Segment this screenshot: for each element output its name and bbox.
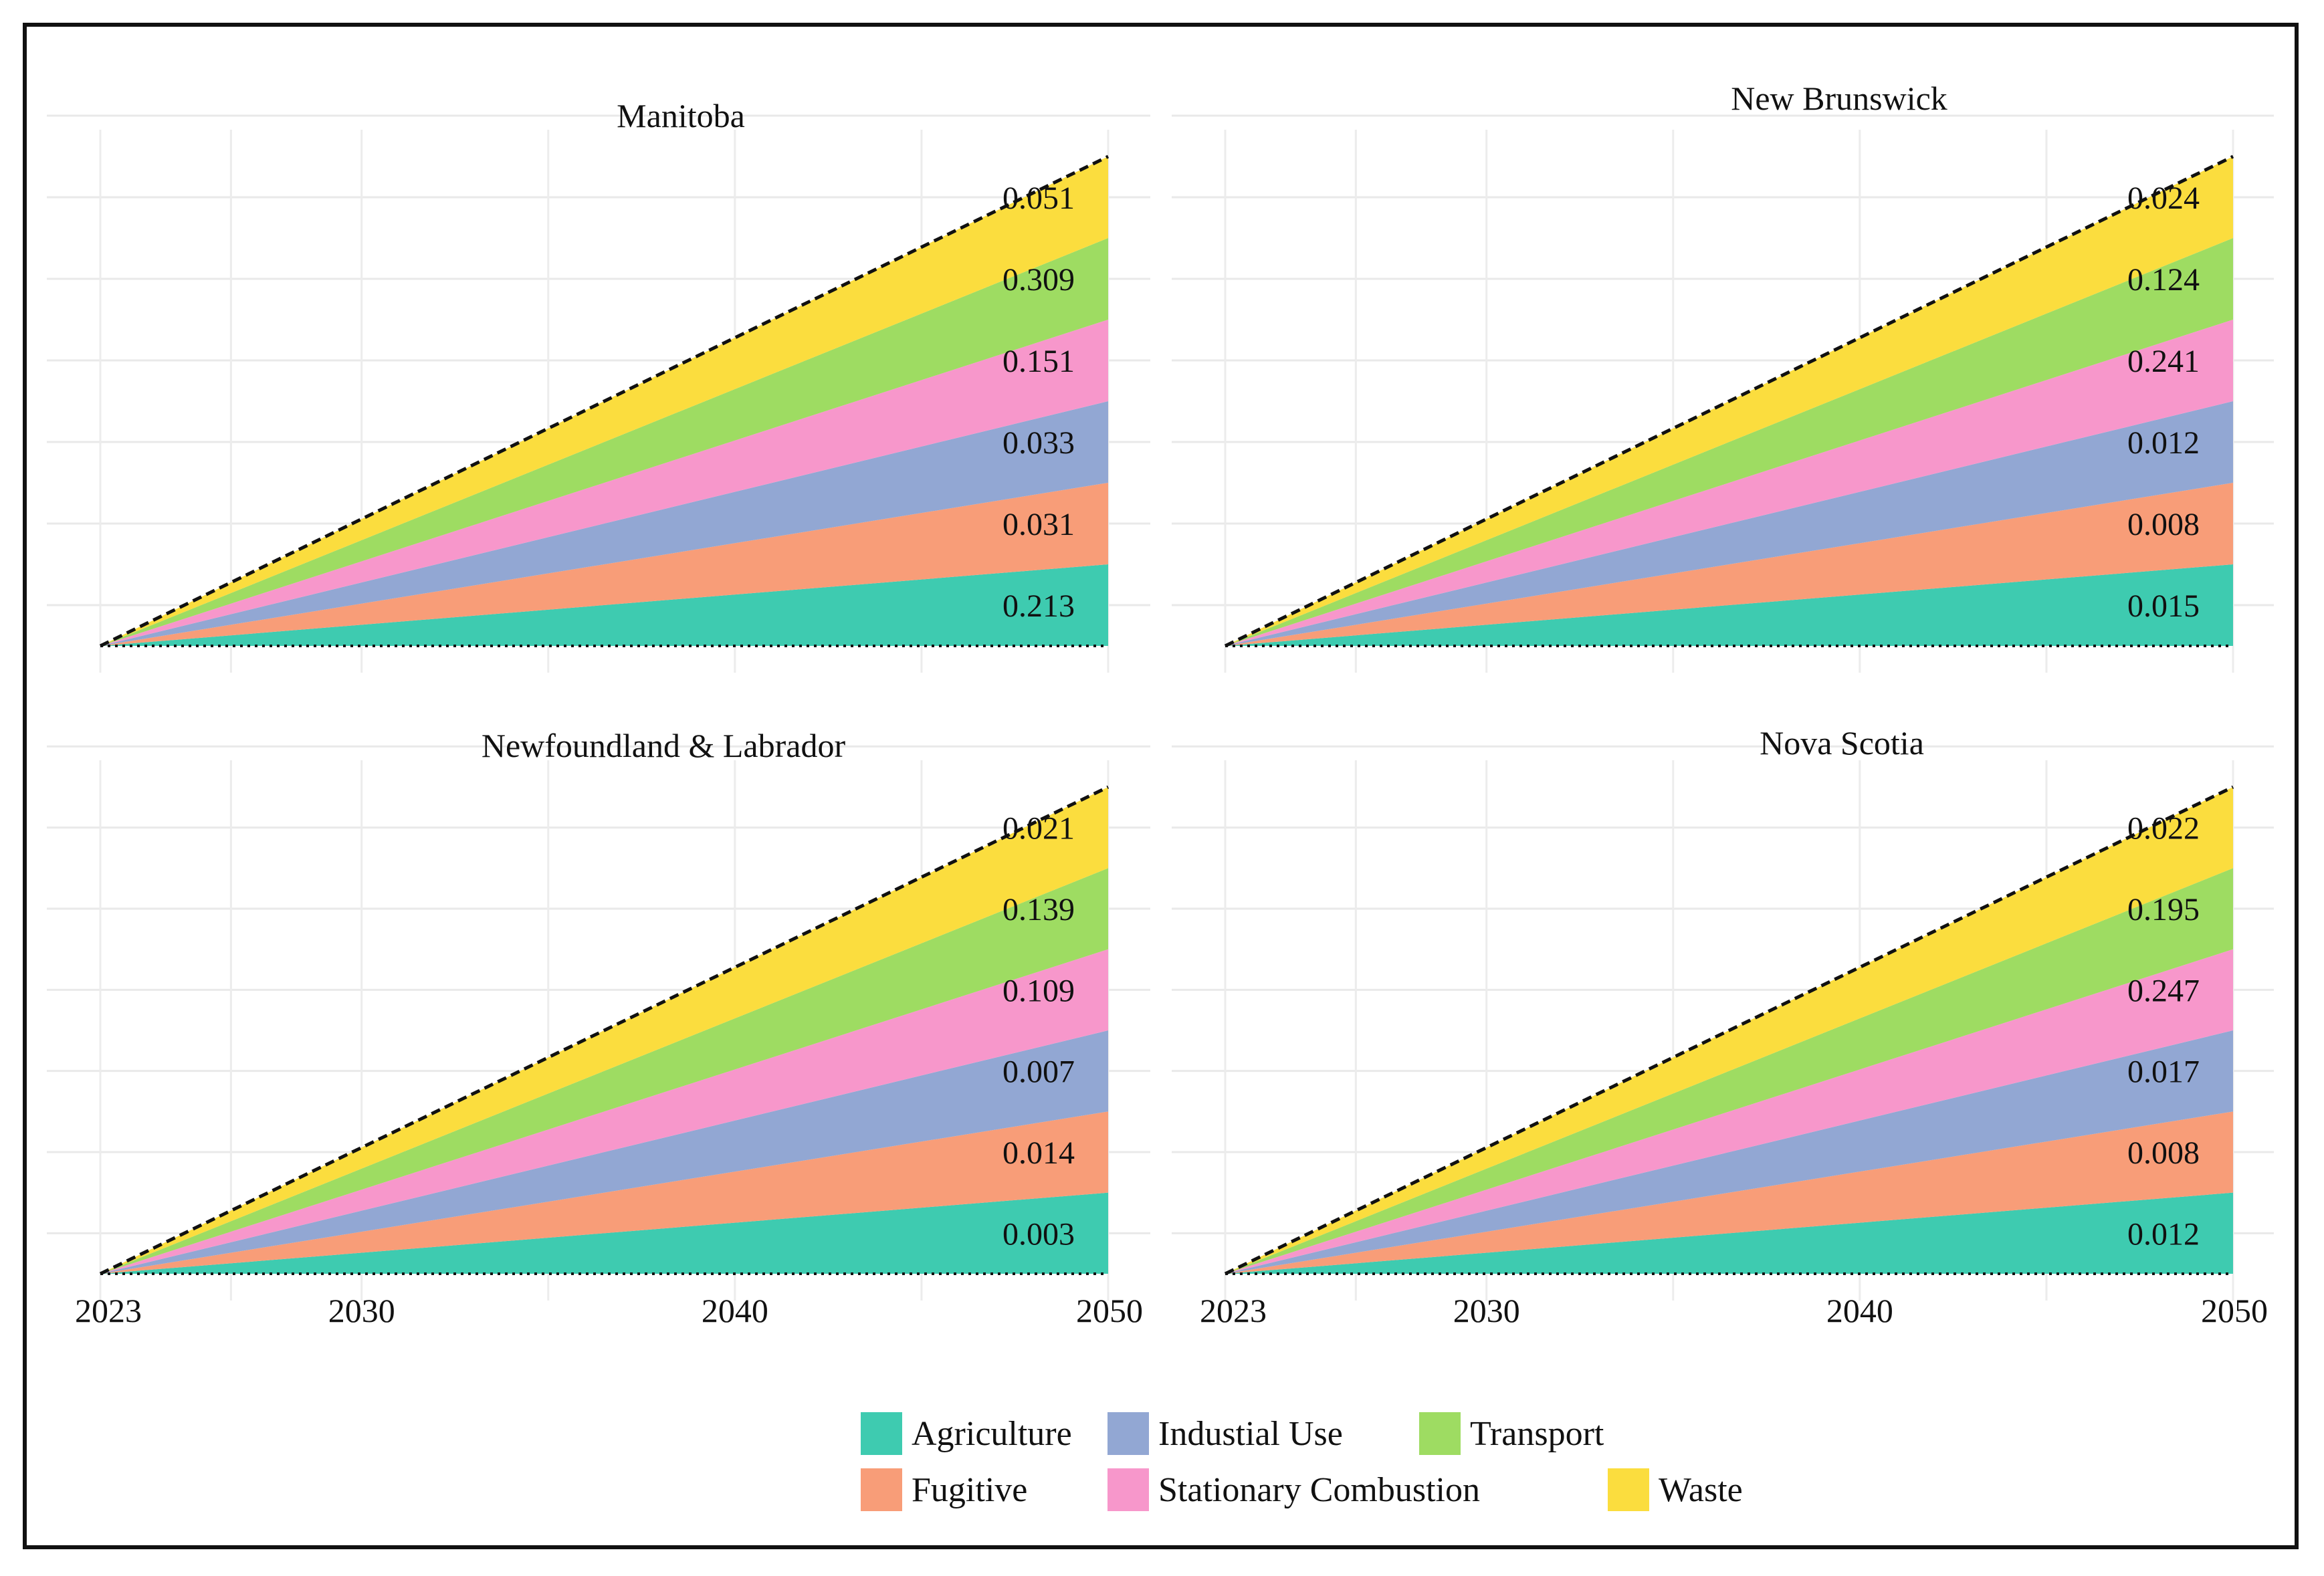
newfoundland-labrador-value-label-industial-use: 0.007 [1002, 1054, 1075, 1090]
new-brunswick-value-label-industial-use: 0.012 [2127, 425, 2200, 461]
legend-swatch-agriculture [861, 1412, 902, 1455]
nova-scotia-value-label-stationary-combustion: 0.247 [2127, 973, 2200, 1008]
legend-label-stationary-combustion: Stationary Combustion [1158, 1471, 1480, 1509]
new-brunswick-value-label-agriculture: 0.015 [2127, 588, 2200, 624]
nova-scotia-x-tick-2040: 2040 [1826, 1292, 1893, 1329]
newfoundland-labrador-value-label-waste: 0.021 [1002, 811, 1075, 847]
manitoba-value-label-agriculture: 0.213 [1002, 588, 1075, 624]
new-brunswick-value-label-waste: 0.024 [2127, 181, 2200, 216]
manitoba-value-label-waste: 0.051 [1002, 181, 1075, 216]
nova-scotia-total-line [1224, 785, 2234, 1276]
nova-scotia-x-tick-2023: 2023 [1200, 1292, 1267, 1329]
legend-swatch-transport [1419, 1412, 1461, 1455]
newfoundland-labrador-x-tick-2030: 2030 [328, 1292, 395, 1329]
legend-label-agriculture: Agriculture [912, 1415, 1072, 1453]
newfoundland-labrador-area-stationary-combustion [100, 949, 1108, 1274]
new-brunswick-value-label-stationary-combustion: 0.241 [2127, 344, 2200, 379]
newfoundland-labrador-area-agriculture [100, 1192, 1108, 1274]
newfoundland-labrador-value-label-agriculture: 0.003 [1002, 1216, 1075, 1252]
new-brunswick-total-line [1224, 154, 2234, 648]
nova-scotia-area-transport [1225, 868, 2233, 1274]
newfoundland-labrador-total-line [99, 785, 1110, 1276]
new-brunswick-value-label-fugitive: 0.008 [2127, 507, 2200, 542]
manitoba-value-label-stationary-combustion: 0.151 [1002, 344, 1075, 379]
legend-swatch-fugitive [861, 1468, 902, 1511]
legend-label-fugitive: Fugitive [912, 1471, 1027, 1509]
newfoundland-labrador-x-tick-2050: 2050 [1076, 1292, 1143, 1329]
legend-label-industial-use: Industial Use [1158, 1415, 1343, 1453]
nova-scotia-value-label-transport: 0.195 [2127, 892, 2200, 927]
manitoba-value-label-industial-use: 0.033 [1002, 425, 1075, 461]
newfoundland-labrador-value-label-transport: 0.139 [1002, 892, 1075, 927]
manitoba-title: Manitoba [617, 97, 745, 134]
newfoundland-labrador-title: Newfoundland & Labrador [482, 727, 846, 764]
nova-scotia-title: Nova Scotia [1760, 724, 1924, 762]
nova-scotia-value-label-fugitive: 0.008 [2127, 1135, 2200, 1171]
newfoundland-labrador-area-transport [100, 868, 1108, 1274]
newfoundland-labrador-x-tick-2040: 2040 [702, 1292, 768, 1329]
nova-scotia-area-stationary-combustion [1225, 949, 2233, 1274]
legend-label-waste: Waste [1659, 1471, 1743, 1509]
nova-scotia-area-agriculture [1225, 1192, 2233, 1274]
legend-swatch-waste [1608, 1468, 1649, 1511]
new-brunswick-value-label-transport: 0.124 [2127, 262, 2200, 298]
newfoundland-labrador-area-fugitive [100, 1111, 1108, 1274]
manitoba-value-label-transport: 0.309 [1002, 262, 1075, 298]
new-brunswick-title: New Brunswick [1731, 80, 1947, 117]
nova-scotia-x-tick-2030: 2030 [1453, 1292, 1520, 1329]
figure-frame [23, 23, 2299, 1549]
manitoba-total-line [99, 154, 1110, 648]
legend-swatch-industial-use [1107, 1412, 1149, 1455]
legend-label-transport: Transport [1470, 1415, 1604, 1453]
nova-scotia-value-label-agriculture: 0.012 [2127, 1216, 2200, 1252]
nova-scotia-value-label-industial-use: 0.017 [2127, 1054, 2200, 1090]
newfoundland-labrador-x-tick-2023: 2023 [75, 1292, 142, 1329]
newfoundland-labrador-value-label-fugitive: 0.014 [1002, 1135, 1075, 1171]
legend-swatch-stationary-combustion [1107, 1468, 1149, 1511]
newfoundland-labrador-value-label-stationary-combustion: 0.109 [1002, 973, 1075, 1008]
nova-scotia-x-tick-2050: 2050 [2201, 1292, 2268, 1329]
nova-scotia-area-fugitive [1225, 1111, 2233, 1274]
manitoba-value-label-fugitive: 0.031 [1002, 507, 1075, 542]
nova-scotia-value-label-waste: 0.022 [2127, 811, 2200, 847]
